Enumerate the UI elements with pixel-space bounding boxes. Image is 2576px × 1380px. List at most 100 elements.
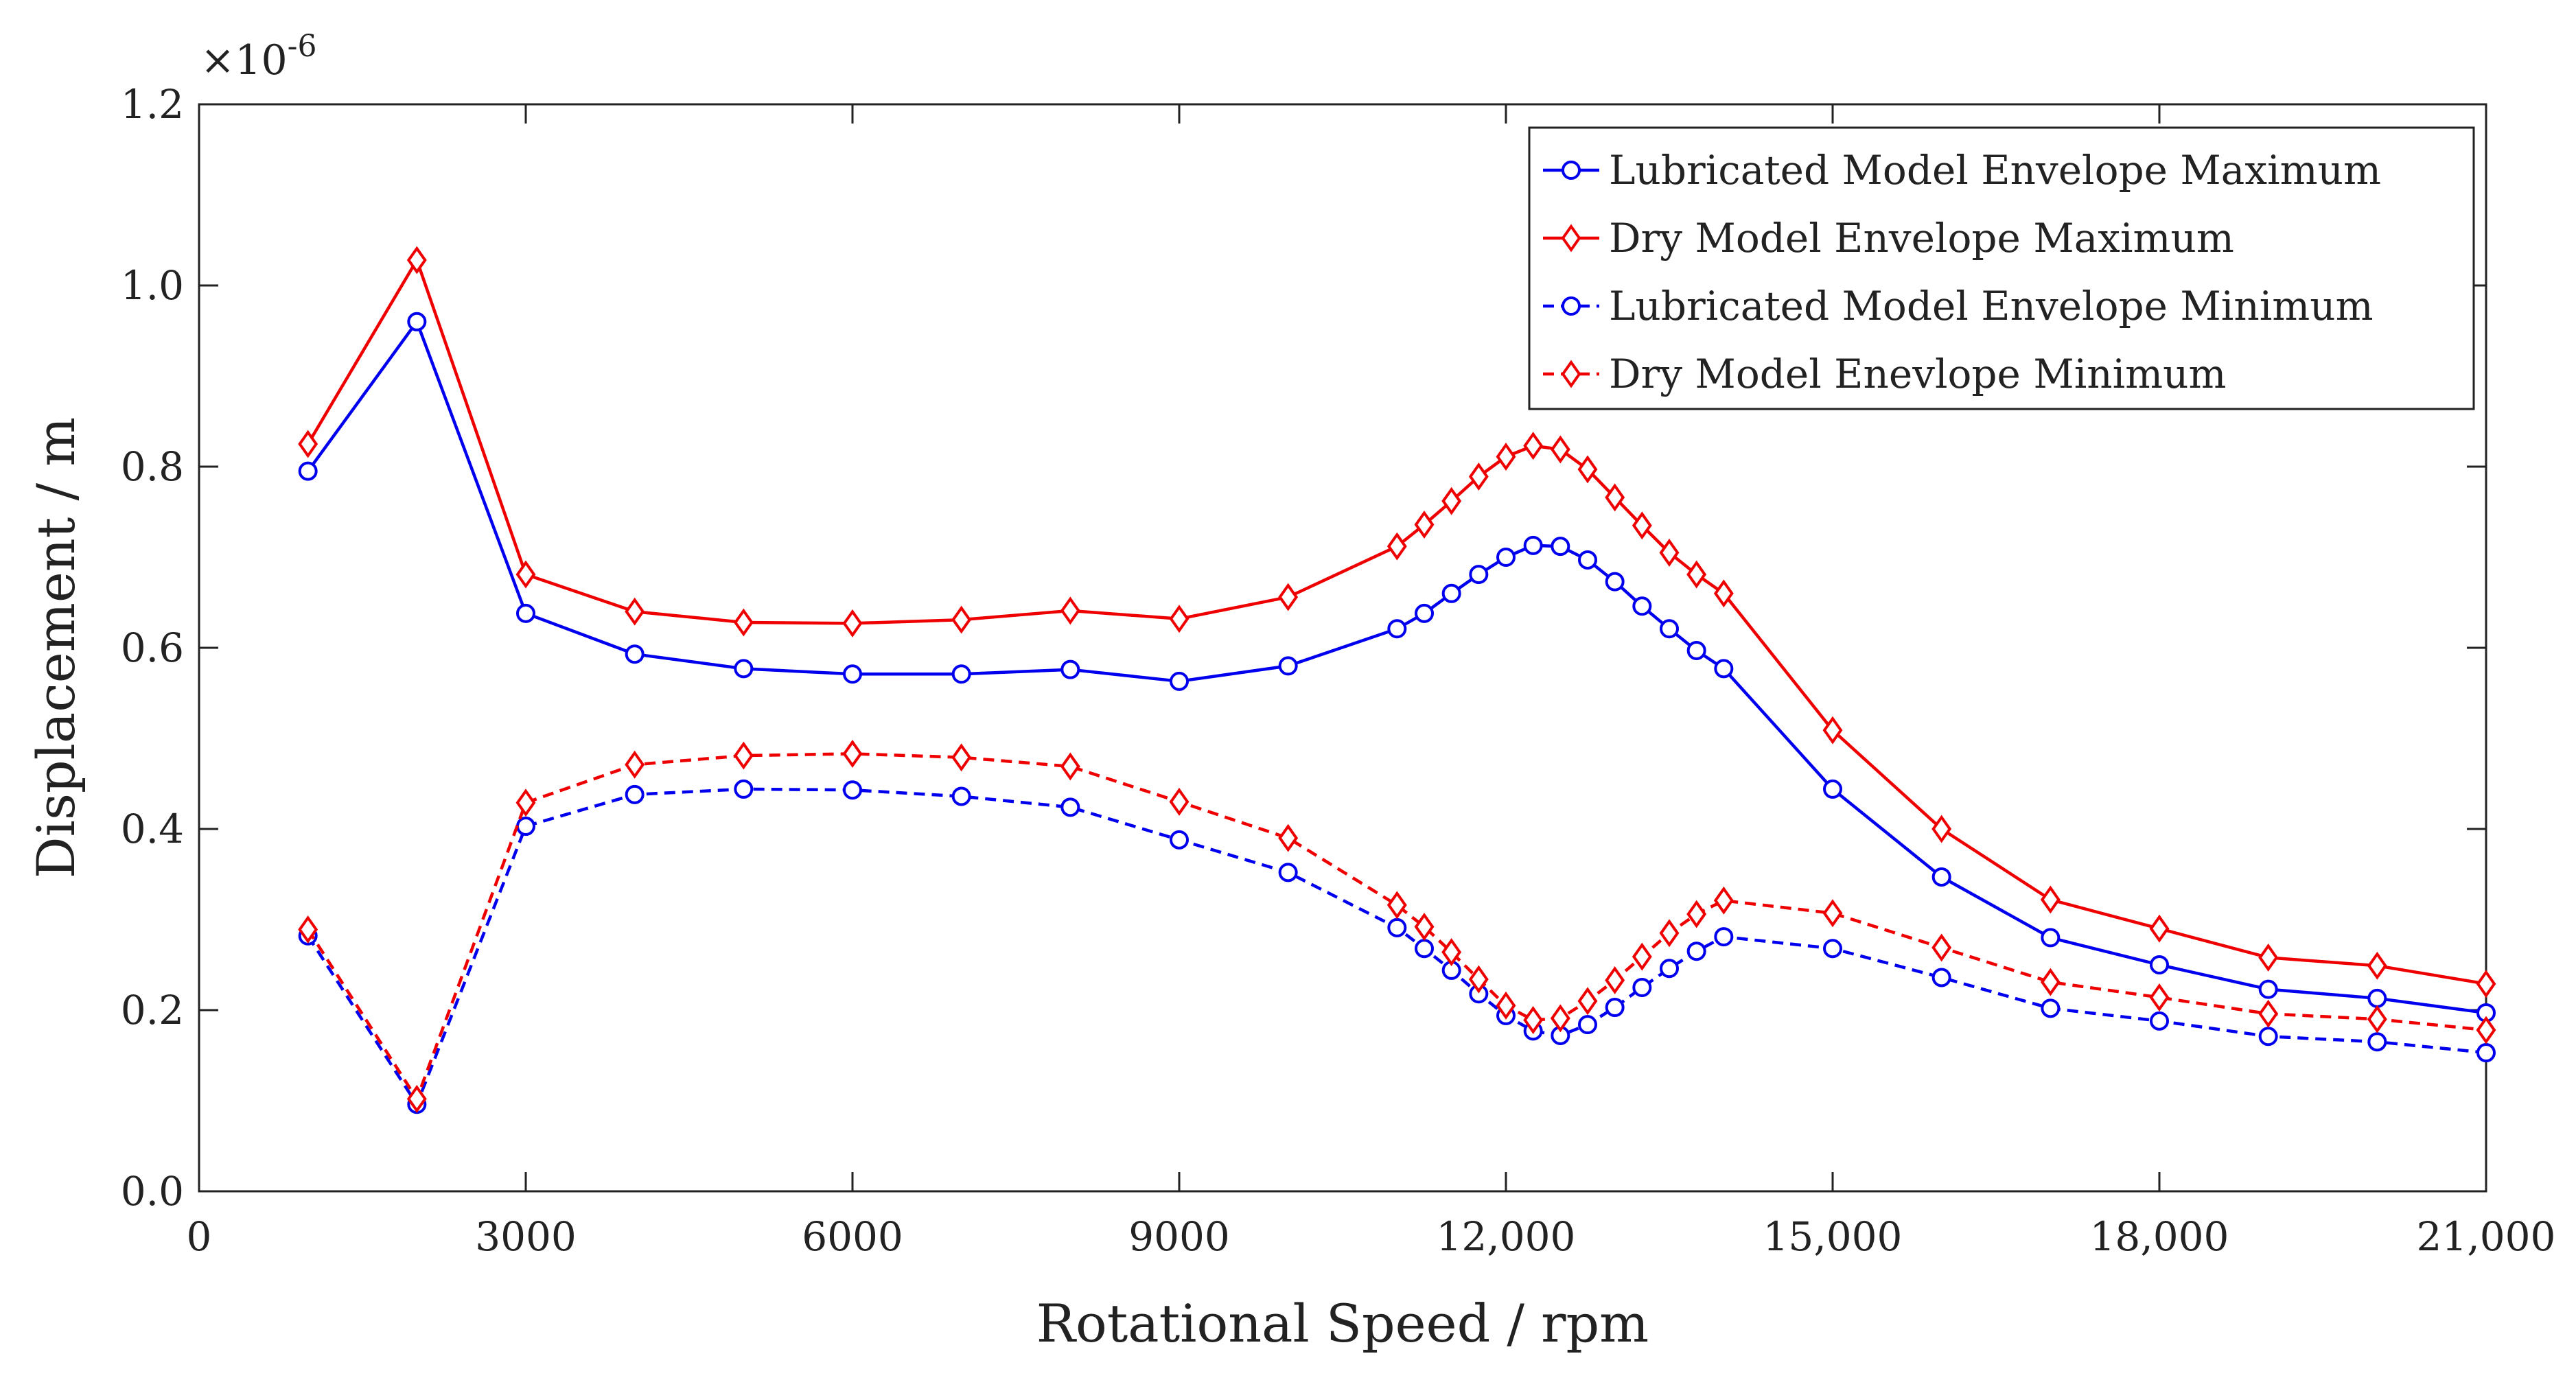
data-point — [1468, 463, 1489, 491]
data-point — [1578, 1015, 1597, 1035]
data-point — [1060, 659, 1080, 679]
data-point — [1060, 752, 1080, 781]
series-3 — [298, 779, 2496, 1114]
data-point — [2149, 983, 2170, 1011]
y-tick-label: 0.4 — [121, 806, 184, 852]
data-point — [1414, 913, 1435, 942]
series-layer — [298, 246, 2496, 1114]
data-point — [1278, 863, 1298, 882]
data-point — [951, 605, 972, 634]
legend-label: Lubricated Model Envelope Maximum — [1609, 147, 2381, 194]
legend-marker — [1562, 296, 1581, 316]
data-point — [2367, 1005, 2387, 1033]
data-point — [1577, 455, 1598, 484]
data-point — [1523, 535, 1543, 555]
data-point — [1605, 966, 1625, 994]
data-point — [1578, 550, 1597, 570]
data-point — [1278, 656, 1298, 676]
series-2 — [298, 246, 2496, 998]
data-point — [625, 644, 645, 664]
series-line — [306, 258, 2487, 985]
data-point — [843, 664, 862, 684]
legend-label: Dry Model Enevlope Minimum — [1609, 351, 2227, 397]
data-point — [1170, 830, 1189, 850]
data-point — [843, 780, 862, 800]
data-point — [1386, 891, 1407, 920]
data-point — [951, 786, 971, 806]
data-point — [1686, 560, 1707, 589]
data-point — [2041, 928, 2061, 948]
data-point — [1660, 959, 1679, 979]
data-point — [1823, 779, 1842, 799]
legend-marker — [1561, 360, 1581, 388]
data-point — [1415, 603, 1434, 623]
data-point — [1386, 532, 1407, 561]
data-point — [2258, 943, 2279, 972]
data-point — [298, 915, 318, 944]
series-4 — [298, 739, 2496, 1113]
data-point — [1931, 968, 1951, 987]
data-point — [1713, 579, 1734, 608]
data-point — [1441, 487, 1462, 515]
data-point — [1686, 900, 1707, 928]
legend-box — [1528, 126, 2475, 410]
y-axis-title: Displacement / m — [25, 417, 86, 879]
data-point — [733, 608, 754, 637]
data-point — [407, 312, 427, 331]
data-point — [406, 246, 427, 274]
data-point — [1686, 942, 1706, 961]
data-point — [1550, 1004, 1570, 1033]
data-point — [1660, 619, 1679, 639]
data-point — [516, 603, 535, 623]
data-point — [2041, 998, 2061, 1018]
data-point — [1714, 927, 1734, 947]
data-point — [2040, 885, 2061, 914]
data-point — [2150, 955, 2169, 974]
data-point — [298, 461, 318, 481]
data-point — [1523, 432, 1544, 460]
data-point — [516, 817, 535, 837]
legend-label: Dry Model Envelope Maximum — [1609, 215, 2234, 261]
legend-item: Dry Model Envelope Maximum — [1543, 215, 2234, 261]
data-point — [515, 560, 536, 589]
x-tick-label: 9000 — [1128, 1213, 1230, 1260]
legend-item: Dry Model Enevlope Minimum — [1543, 351, 2227, 397]
data-point — [1170, 671, 1189, 691]
x-tick-label: 6000 — [802, 1213, 903, 1260]
data-point — [2476, 1043, 2496, 1063]
data-point — [625, 784, 645, 804]
x-tick-label: 12,000 — [1437, 1213, 1576, 1260]
data-point — [1659, 538, 1680, 567]
y-exponent: ×10-6 — [200, 29, 317, 84]
data-point — [2367, 988, 2387, 1008]
data-point — [1496, 443, 1516, 471]
x-axis: 0 3000 6000 9000 12,000 15,000 18,000 21,000 — [187, 104, 2555, 1260]
series-line — [306, 752, 2487, 1101]
data-point — [1822, 716, 1843, 745]
data-point — [1387, 917, 1407, 937]
data-point — [1823, 939, 1842, 959]
x-tick-label: 15,000 — [1763, 1213, 1903, 1260]
data-point — [1496, 991, 1516, 1020]
data-point — [1605, 572, 1625, 592]
y-tick-label: 1.2 — [121, 81, 184, 128]
data-point — [1414, 511, 1435, 539]
legend-item: Lubricated Model Envelope Maximum — [1543, 147, 2381, 194]
data-point — [842, 739, 863, 768]
data-point — [515, 788, 536, 817]
data-point — [1551, 537, 1570, 557]
y-tick-label: 0.6 — [121, 624, 184, 671]
data-point — [1822, 899, 1843, 928]
data-point — [1169, 787, 1190, 816]
data-point — [2258, 1027, 2278, 1046]
data-point — [951, 743, 972, 772]
data-point — [1060, 797, 1080, 817]
series-1 — [298, 312, 2496, 1022]
data-point — [1605, 998, 1625, 1018]
data-point — [2476, 970, 2496, 998]
data-point — [1714, 659, 1734, 679]
data-point — [2476, 1016, 2496, 1044]
legend-marker — [1562, 161, 1581, 180]
y-tick-label: 0.0 — [121, 1168, 184, 1215]
x-tick-label: 3000 — [475, 1213, 577, 1260]
